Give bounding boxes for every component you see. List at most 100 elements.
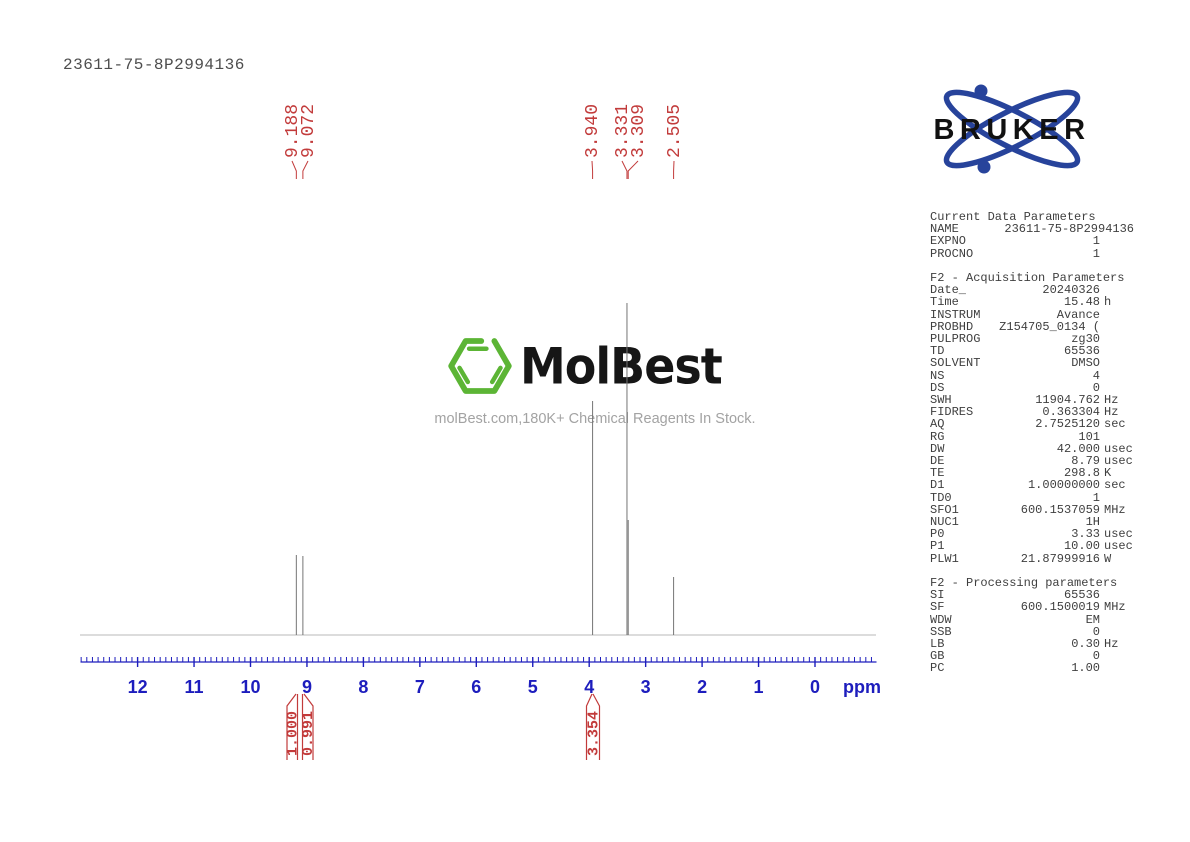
param-label: LB (930, 637, 945, 652)
param-row: INSTRUM Avance (930, 308, 1134, 321)
param-value: 0 (1092, 649, 1100, 664)
param-label: DE (930, 454, 945, 469)
param-unit (1100, 614, 1134, 626)
parameters-panel: Current Data Parameters NAME 23611-75-8P29… (930, 211, 1134, 675)
param-label: P0 (930, 527, 945, 542)
param-label: PROBHD (930, 319, 974, 334)
param-row: SF 600.1500019 MHz (930, 601, 1134, 613)
peak-ppm-label: 9.072 (299, 104, 319, 158)
peak-ppm-label: 3.309 (629, 104, 649, 158)
axis-tick-label: 11 (185, 677, 204, 697)
param-label: Date_ (930, 283, 967, 298)
peak-label-connector (302, 160, 309, 179)
param-unit: Hz (1104, 393, 1119, 408)
param-row: PC 1.00 (930, 662, 1134, 674)
param-unit (1100, 321, 1134, 333)
axis-tick-label: 1 (754, 677, 764, 697)
param-label: SWH (930, 393, 952, 408)
axis-tick-label: 9 (302, 677, 312, 697)
benzene-hexagon-icon (448, 338, 512, 394)
peak-ppm-label: 3.331 (613, 104, 633, 158)
param-row: PULPROG zg30 (930, 333, 1134, 345)
param-unit: W (1104, 551, 1112, 566)
param-value: zg30 (1071, 332, 1100, 347)
peak-label-connector (291, 160, 297, 179)
param-row: Date_ 20240326 (930, 284, 1134, 296)
param-label: NUC1 (930, 515, 959, 530)
integral-marks: 1.0000.991 3.354 (285, 693, 603, 760)
param-value: 65536 (1063, 588, 1100, 603)
param-row: SSB 0 (930, 626, 1134, 638)
param-value: 1H (1085, 515, 1100, 530)
param-unit: Hz (1104, 637, 1119, 652)
sample-id: 23611-75-8P2994136 (63, 56, 245, 74)
param-label: RG (930, 429, 945, 444)
watermark-wordmark: MolBest (520, 336, 723, 396)
param-row: RG 101 (930, 429, 1134, 444)
param-label: PROCNO (930, 246, 974, 261)
param-row: DW 42.000 usec (930, 443, 1134, 455)
param-label: AQ (930, 417, 945, 432)
param-value: 10.00 (1063, 539, 1100, 554)
axis-tick-label: 2 (697, 677, 707, 697)
param-value: Z154705_0134 ( (999, 319, 1100, 334)
param-unit (1100, 370, 1134, 382)
param-value: 11904.762 (1035, 393, 1100, 408)
param-row: PROCNO 1 (930, 246, 1134, 261)
watermark: MolBest (448, 334, 723, 398)
param-value: 1 (1092, 246, 1100, 261)
param-unit (1100, 248, 1134, 260)
param-value: 0.30 (1071, 637, 1100, 652)
param-label: TD (930, 344, 945, 359)
param-value: 3.33 (1071, 527, 1100, 542)
watermark-subtext: molBest.com,180K+ Chemical Reagents In S… (434, 411, 756, 427)
param-row: FIDRES 0.363304 Hz (930, 406, 1134, 418)
axis-tick-label: 7 (415, 677, 425, 697)
param-row: SI 65536 (930, 589, 1134, 601)
param-row: P1 10.00 usec (930, 540, 1134, 552)
axis-tick-label: 10 (240, 677, 260, 697)
param-unit: sec (1104, 478, 1126, 493)
param-unit: usec (1104, 539, 1133, 554)
param-label: FIDRES (930, 405, 974, 420)
param-row: SFO1 600.1537059 MHz (930, 504, 1134, 516)
peak-ppm-label: 9.188 (283, 104, 303, 158)
param-row: SWH 11904.762 Hz (930, 394, 1134, 406)
param-value: 1 (1092, 234, 1100, 249)
param-label: SF (930, 600, 945, 615)
axis-tick-label: 6 (471, 677, 481, 697)
axis-tick-label: 0 (810, 677, 820, 697)
param-value: 15.48 (1063, 295, 1100, 310)
param-unit (1100, 431, 1134, 443)
integral-bracket (303, 693, 314, 760)
param-value: 21.87999916 (1020, 551, 1100, 566)
axis-tick-label: 12 (128, 677, 148, 697)
param-value: 600.1537059 (1020, 502, 1100, 517)
param-row: GB 0 (930, 650, 1134, 662)
param-label: DW (930, 441, 945, 456)
integral-value-label: 3.354 (586, 711, 603, 756)
param-value: EM (1085, 612, 1100, 627)
param-label: PLW1 (930, 551, 959, 566)
integral-bracket (585, 693, 593, 760)
param-value: 42.000 (1056, 441, 1100, 456)
integral-value-label: 0.991 (300, 711, 317, 756)
param-row: D1 1.00000000 sec (930, 479, 1134, 491)
bruker-wordmark: BRUKER (933, 114, 1090, 146)
param-unit: usec (1104, 441, 1133, 456)
param-label: DS (930, 380, 945, 395)
param-value: 8.79 (1071, 454, 1100, 469)
param-label: PC (930, 661, 945, 676)
param-label: P1 (930, 539, 945, 554)
param-label: TE (930, 466, 945, 481)
param-row: NS 4 (930, 369, 1134, 382)
param-unit: usec (1104, 454, 1133, 469)
bruker-logo: BRUKER (923, 78, 1101, 185)
integral-bracket (286, 693, 297, 760)
param-unit: MHz (1104, 502, 1126, 517)
param-unit (1100, 309, 1134, 321)
param-row: P0 3.33 usec (930, 528, 1134, 540)
param-label: PULPROG (930, 332, 981, 347)
